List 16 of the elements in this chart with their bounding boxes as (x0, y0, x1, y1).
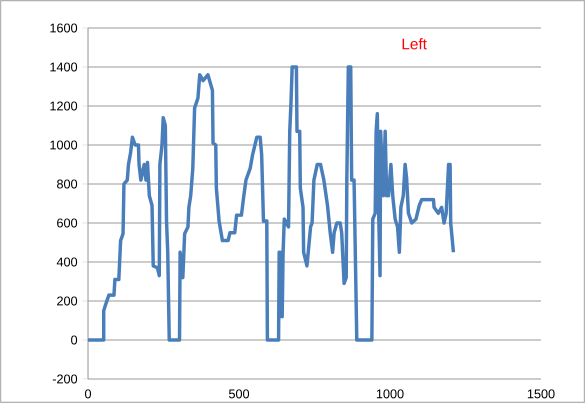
x-tick-label: 0 (84, 389, 92, 398)
y-tick-label: 1400 (50, 62, 78, 72)
y-tick-label: 800 (57, 180, 78, 188)
x-tick-label: 1500 (528, 389, 555, 398)
y-tick-label: 1600 (50, 24, 78, 32)
y-tick-label: 400 (56, 258, 78, 266)
x-tick-label: 1000 (376, 389, 404, 398)
x-tick-label: 500 (228, 389, 250, 398)
y-tick-label: 1000 (50, 140, 78, 150)
y-tick-label: 0 (71, 336, 78, 344)
y-tick-label: -200 (52, 374, 78, 384)
line-series (86, 65, 456, 342)
y-tick-label: 200 (57, 296, 78, 306)
y-tick-label: 1200 (50, 102, 78, 110)
y-tick-label: 600 (57, 218, 78, 228)
annotation: Left (402, 38, 427, 50)
